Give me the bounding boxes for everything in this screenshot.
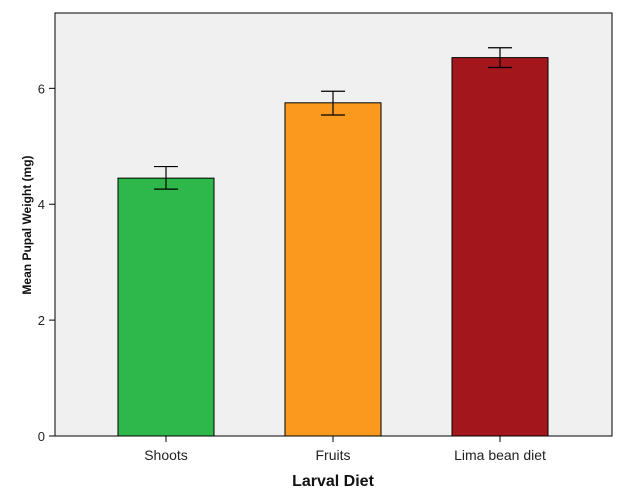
x-axis: Shoots Fruits Lima bean diet xyxy=(144,436,546,463)
bar xyxy=(117,177,215,437)
bar xyxy=(284,102,382,437)
x-category-label: Lima bean diet xyxy=(454,447,546,463)
y-axis: 0 2 4 6 xyxy=(38,81,55,444)
y-tick-label: 0 xyxy=(38,429,45,444)
y-tick-label: 2 xyxy=(38,313,45,328)
error-bars-group xyxy=(154,47,512,190)
x-axis-title: Larval Diet xyxy=(292,473,374,490)
y-tick-label: 4 xyxy=(38,197,45,212)
y-tick-label: 6 xyxy=(38,81,45,96)
x-category-label: Fruits xyxy=(316,447,351,463)
x-category-label: Shoots xyxy=(144,447,188,463)
y-axis-title: Mean Pupal Weight (mg) xyxy=(20,155,34,294)
bar xyxy=(451,57,549,437)
